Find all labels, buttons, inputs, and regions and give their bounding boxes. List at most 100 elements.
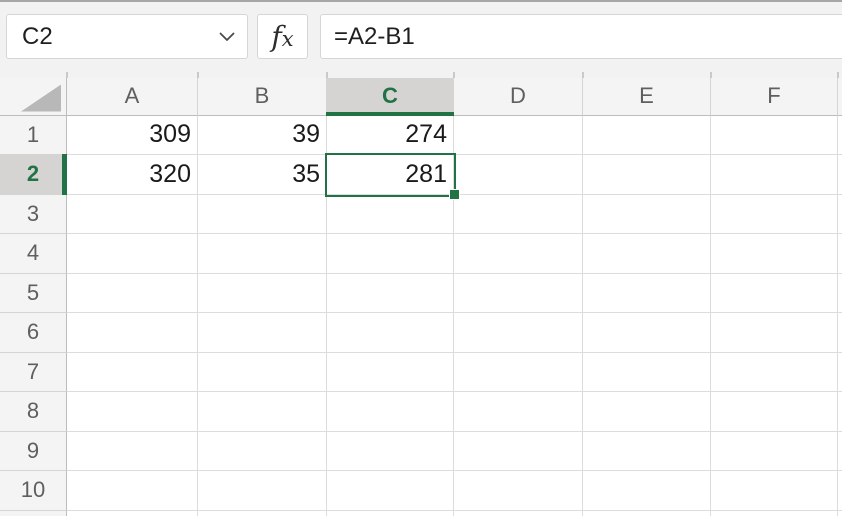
- cell-E4[interactable]: [583, 234, 711, 274]
- select-all-corner[interactable]: [0, 78, 67, 116]
- cell-A10[interactable]: [67, 471, 198, 511]
- row-header-10[interactable]: 10: [0, 471, 67, 511]
- cell-D2[interactable]: [454, 155, 583, 195]
- cell-F4[interactable]: [711, 234, 838, 274]
- cell-A1[interactable]: 309: [67, 115, 198, 155]
- cell-value: 35: [292, 159, 320, 188]
- column-header-label: F: [767, 83, 781, 109]
- cell-D7[interactable]: [454, 352, 583, 392]
- row-header-label: 7: [26, 358, 40, 384]
- cell-C1[interactable]: 274: [327, 115, 454, 155]
- cell-value: 309: [149, 120, 191, 149]
- cell-B10[interactable]: [198, 471, 327, 511]
- column-header-F[interactable]: F: [711, 78, 838, 116]
- cell-F3[interactable]: [711, 194, 838, 234]
- cell-E8[interactable]: [583, 392, 711, 432]
- cell-B6[interactable]: [198, 313, 327, 353]
- column-header-D[interactable]: D: [454, 78, 583, 116]
- row-header-8[interactable]: 8: [0, 392, 67, 432]
- row-header-1[interactable]: 1: [0, 115, 67, 155]
- cell-B9[interactable]: [198, 431, 327, 471]
- cell-E5[interactable]: [583, 273, 711, 313]
- cell-E3[interactable]: [583, 194, 711, 234]
- row-header-label: 6: [26, 319, 40, 345]
- cell-A4[interactable]: [67, 234, 198, 274]
- column-header-A[interactable]: A: [67, 78, 198, 116]
- cell-C9[interactable]: [327, 431, 454, 471]
- cell-B3[interactable]: [198, 194, 327, 234]
- cell-D9[interactable]: [454, 431, 583, 471]
- row-header-partial: [0, 510, 67, 516]
- chevron-down-icon[interactable]: [219, 32, 235, 42]
- cell-A2[interactable]: 320: [67, 155, 198, 195]
- partial-cell: [838, 234, 842, 274]
- row-header-5[interactable]: 5: [0, 273, 67, 313]
- cell-F1[interactable]: [711, 115, 838, 155]
- formula-bar[interactable]: =A2-B1: [320, 14, 842, 59]
- cell-F8[interactable]: [711, 392, 838, 432]
- column-header-E[interactable]: E: [583, 78, 711, 116]
- name-box[interactable]: C2: [6, 14, 248, 59]
- cell-E1[interactable]: [583, 115, 711, 155]
- cell-B7[interactable]: [198, 352, 327, 392]
- cell-value: 281: [405, 159, 447, 188]
- row-header-7[interactable]: 7: [0, 352, 67, 392]
- active-cell-selection-border: [325, 153, 460, 200]
- cell-E2[interactable]: [583, 155, 711, 195]
- cell-F6[interactable]: [711, 313, 838, 353]
- cell-D6[interactable]: [454, 313, 583, 353]
- cell-C5[interactable]: [327, 273, 454, 313]
- cell-D5[interactable]: [454, 273, 583, 313]
- cell-E6[interactable]: [583, 313, 711, 353]
- cell-D4[interactable]: [454, 234, 583, 274]
- cell-A5[interactable]: [67, 273, 198, 313]
- row-header-2[interactable]: 2: [0, 154, 68, 195]
- partial-cell: [838, 471, 842, 511]
- cell-C2[interactable]: 281: [327, 155, 454, 195]
- cell-B2[interactable]: 35: [198, 155, 327, 195]
- row-header-9[interactable]: 9: [0, 431, 67, 471]
- cell-E10[interactable]: [583, 471, 711, 511]
- cell-C3[interactable]: [327, 194, 454, 234]
- cell-F2[interactable]: [711, 155, 838, 195]
- row-header-3[interactable]: 3: [0, 194, 67, 234]
- partial-cell: [838, 352, 842, 392]
- cell-F5[interactable]: [711, 273, 838, 313]
- cell-D1[interactable]: [454, 115, 583, 155]
- cell-C10[interactable]: [327, 471, 454, 511]
- cell-C7[interactable]: [327, 352, 454, 392]
- cell-D8[interactable]: [454, 392, 583, 432]
- column-header-label: B: [254, 83, 270, 109]
- row-header-4[interactable]: 4: [0, 234, 67, 274]
- cell-F9[interactable]: [711, 431, 838, 471]
- cell-B8[interactable]: [198, 392, 327, 432]
- cell-C8[interactable]: [327, 392, 454, 432]
- cell-D3[interactable]: [454, 194, 583, 234]
- cell-E7[interactable]: [583, 352, 711, 392]
- row-header-6[interactable]: 6: [0, 313, 67, 353]
- column-header-label: D: [510, 83, 526, 109]
- cell-A7[interactable]: [67, 352, 198, 392]
- cell-A8[interactable]: [67, 392, 198, 432]
- column-boundary-tick: [710, 72, 712, 79]
- cell-C6[interactable]: [327, 313, 454, 353]
- cell-B5[interactable]: [198, 273, 327, 313]
- select-all-triangle-icon: [21, 84, 61, 112]
- column-header-C[interactable]: C: [326, 78, 454, 116]
- cell-F10[interactable]: [711, 471, 838, 511]
- cell-F7[interactable]: [711, 352, 838, 392]
- cell-A9[interactable]: [67, 431, 198, 471]
- cell-A3[interactable]: [67, 194, 198, 234]
- column-header-B[interactable]: B: [198, 78, 327, 116]
- insert-function-button[interactable]: fx: [257, 14, 308, 59]
- row-header-label: 2: [26, 161, 40, 187]
- row-header-label: 9: [26, 437, 40, 463]
- cell-E9[interactable]: [583, 431, 711, 471]
- cell-A6[interactable]: [67, 313, 198, 353]
- column-boundary-tick: [453, 72, 455, 79]
- cell-C4[interactable]: [327, 234, 454, 274]
- fill-handle[interactable]: [448, 189, 460, 200]
- cell-B4[interactable]: [198, 234, 327, 274]
- cell-D10[interactable]: [454, 471, 583, 511]
- cell-B1[interactable]: 39: [198, 115, 327, 155]
